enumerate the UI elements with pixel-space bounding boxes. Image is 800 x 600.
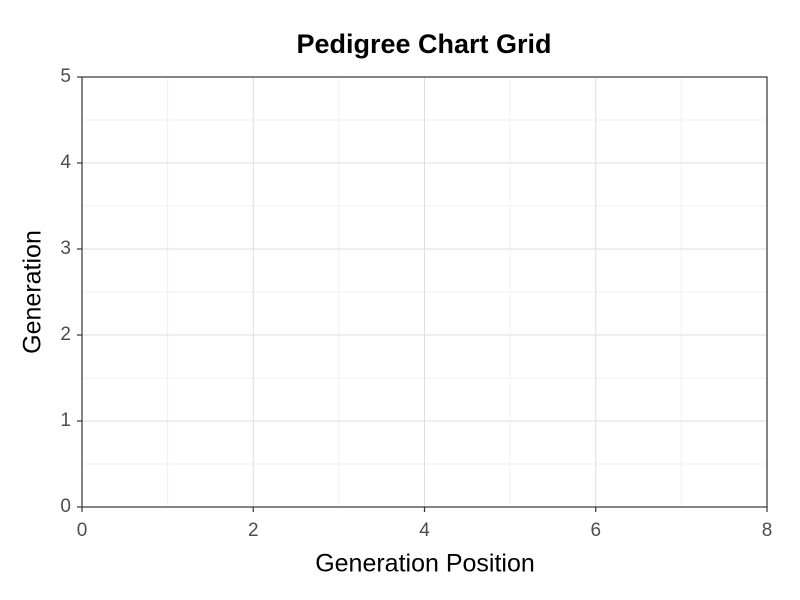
axes: 0 2 4 6 8 0 1 2 3 4 5	[60, 66, 772, 541]
y-tick-label: 4	[60, 152, 71, 173]
x-tick-label: 8	[762, 520, 773, 541]
x-tick-label: 4	[419, 520, 430, 541]
x-tick-label: 0	[77, 520, 88, 541]
y-tick-label: 3	[60, 238, 71, 259]
y-tick-label: 0	[60, 496, 71, 517]
plot-border	[81, 76, 768, 508]
x-tick-label: 2	[248, 520, 259, 541]
y-tick-label: 5	[60, 66, 71, 87]
y-tick-label: 2	[60, 324, 71, 345]
y-axis-title: Generation	[19, 230, 47, 354]
x-tick-label: 6	[590, 520, 601, 541]
y-tick-label: 1	[60, 410, 71, 431]
chart-title: Pedigree Chart Grid	[296, 29, 551, 59]
x-axis-title: Generation Position	[315, 550, 535, 578]
